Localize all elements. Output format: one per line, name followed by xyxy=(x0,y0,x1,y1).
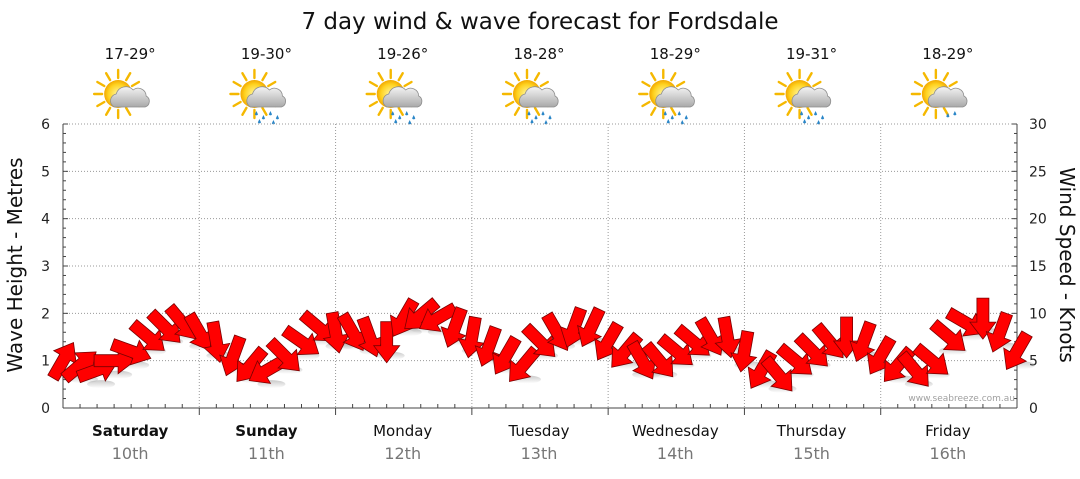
left-tick-label: 1 xyxy=(41,354,50,370)
day-name-label: Thursday xyxy=(776,422,847,440)
temperature-label: 19-26° xyxy=(377,45,428,63)
day-name-label: Sunday xyxy=(235,422,298,440)
day-name-label: Saturday xyxy=(92,422,169,440)
wind-arrow xyxy=(419,302,459,332)
wind-arrow xyxy=(849,320,877,363)
chart-axes: 0 1 2 3 4 5 6 0 5 10 15 20 25 30 xyxy=(41,117,1047,417)
wind-arrow xyxy=(673,323,710,356)
day-name-label: Monday xyxy=(373,422,432,440)
right-tick-label: 0 xyxy=(1029,401,1038,417)
temperature-label: 18-29° xyxy=(922,45,973,63)
right-tick-label: 20 xyxy=(1029,212,1047,228)
day-date-label: 10th xyxy=(112,444,149,463)
wind-arrow xyxy=(322,311,350,354)
wind-arrow xyxy=(336,311,367,352)
wind-arrow xyxy=(109,338,152,366)
watermark: www.seabreeze.com.au xyxy=(908,394,1015,404)
wind-arrow xyxy=(945,307,985,337)
sun-cloud-rain-icon xyxy=(229,68,286,125)
day-name-label: Friday xyxy=(925,422,971,440)
temperature-label: 19-30° xyxy=(241,45,292,63)
wind-arrow xyxy=(183,311,214,352)
arrow-shadow xyxy=(104,370,133,379)
wind-arrow xyxy=(929,318,966,351)
wind-arrow xyxy=(577,306,606,348)
day-date-label: 13th xyxy=(521,444,558,463)
sun-cloud-rain-icon xyxy=(774,68,832,125)
chart-title: 7 day wind & wave forecast for Fordsdale xyxy=(301,9,778,35)
wind-arrow xyxy=(265,336,300,372)
wind-arrow xyxy=(760,355,793,392)
right-tick-label: 25 xyxy=(1029,164,1047,180)
wind-arrow xyxy=(694,316,725,356)
sun-cloud-rain-icon xyxy=(638,68,695,125)
sun-cloud-light-rain-icon xyxy=(910,68,968,120)
day-date-label: 15th xyxy=(793,444,830,463)
right-tick-label: 5 xyxy=(1029,354,1038,370)
wind-arrow xyxy=(298,309,336,342)
wind-arrow xyxy=(641,340,674,378)
wind-arrow xyxy=(1003,330,1033,370)
wind-arrow xyxy=(969,297,997,340)
left-tick-label: 0 xyxy=(41,401,50,417)
right-tick-label: 10 xyxy=(1029,306,1047,322)
temperature-label: 19-31° xyxy=(786,45,837,63)
day-date-label: 12th xyxy=(384,444,421,463)
left-tick-label: 4 xyxy=(41,212,50,228)
left-tick-label: 2 xyxy=(41,306,50,322)
day-date-label: 16th xyxy=(929,444,966,463)
day-name-label: Tuesday xyxy=(507,422,569,440)
wind-arrow xyxy=(793,332,828,367)
sun-cloud-rain-icon xyxy=(365,68,423,125)
day-date-label: 14th xyxy=(657,444,694,463)
wind-arrow xyxy=(372,321,401,364)
wind-arrows xyxy=(47,297,1033,392)
wind-arrow xyxy=(656,333,693,366)
wind-arrow xyxy=(626,339,656,380)
temperature-label: 17-29° xyxy=(105,45,156,63)
wind-arrow xyxy=(146,308,181,343)
day-date-label: 11th xyxy=(248,444,285,463)
right-tick-label: 30 xyxy=(1029,117,1047,133)
temperature-label: 18-28° xyxy=(513,45,564,63)
wind-arrow xyxy=(912,342,949,375)
wind-arrow xyxy=(714,315,742,359)
wind-arrow xyxy=(521,322,556,358)
right-axis-label: Wind Speed - Knots xyxy=(1055,167,1079,363)
left-tick-label: 6 xyxy=(41,117,50,133)
right-tick-label: 15 xyxy=(1029,259,1047,275)
sun-cloud-rain-icon xyxy=(501,68,559,125)
wind-arrow xyxy=(281,324,320,356)
day-labels: Saturday 10th Sunday 11th Monday 12th Tuesday 1… xyxy=(92,422,971,463)
wind-arrow xyxy=(440,306,468,348)
weather-icons: 17-29° 19-30° 19-26° 18-28° 18-29° 19-31° 18-2… xyxy=(92,45,973,125)
wind-arrow xyxy=(775,342,813,375)
wind-arrow xyxy=(128,318,165,351)
arrow-shadow xyxy=(87,380,116,389)
day-name-label: Wednesday xyxy=(632,422,719,440)
sun-cloud-icon xyxy=(92,68,150,120)
left-axis-label: Wave Height - Metres xyxy=(3,157,27,372)
wind-arrow xyxy=(985,310,1013,353)
wind-arrow xyxy=(203,320,231,364)
temperature-label: 18-29° xyxy=(650,45,701,63)
wind-arrow xyxy=(730,329,758,373)
wind-arrow xyxy=(896,350,929,387)
wind-arrow xyxy=(611,331,644,368)
wind-arrow xyxy=(811,321,844,359)
left-tick-label: 5 xyxy=(41,164,50,180)
left-tick-label: 3 xyxy=(41,259,50,275)
wind-arrow xyxy=(509,345,542,382)
